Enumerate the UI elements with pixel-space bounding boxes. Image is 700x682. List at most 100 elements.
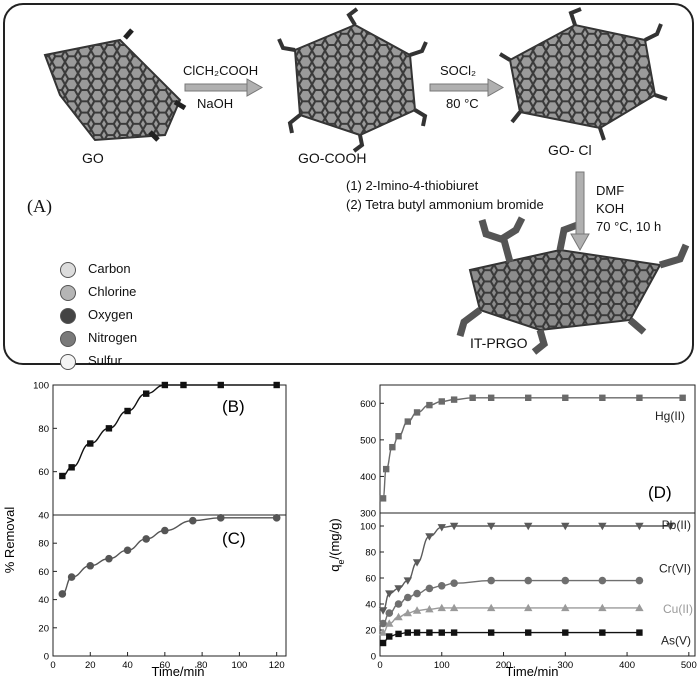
- data-point: [105, 425, 113, 432]
- data-point: [404, 629, 411, 636]
- series-label: Cu(II): [663, 602, 693, 616]
- data-point: [438, 398, 445, 405]
- data-point: [635, 576, 644, 585]
- go-cooh-molecule: [277, 7, 428, 153]
- data-point: [450, 579, 458, 587]
- data-point: [412, 559, 422, 567]
- data-point: [599, 629, 606, 636]
- x-tick-label: 100: [231, 660, 247, 671]
- series-label: Cr(VI): [659, 562, 691, 576]
- left-y-axis-label: % Removal: [2, 507, 17, 574]
- data-point: [412, 606, 422, 614]
- data-point: [272, 514, 281, 522]
- data-point: [450, 396, 458, 403]
- panel-a-graphics: [43, 7, 690, 355]
- data-point: [524, 522, 533, 531]
- data-point: [636, 394, 643, 401]
- data-point: [59, 472, 66, 480]
- data-point: [426, 401, 433, 409]
- step1-reagent: ClCH₂COOH: [183, 63, 259, 78]
- data-point: [379, 619, 387, 628]
- x-tick-label: 20: [85, 660, 96, 671]
- x-tick-label: 40: [122, 660, 133, 671]
- plot-frame: [379, 512, 696, 657]
- y-tick-label: 40: [365, 600, 376, 611]
- arrow-step1: [184, 78, 264, 97]
- go-label: GO: [82, 150, 104, 166]
- data-point: [404, 418, 411, 425]
- y-tick-label: 40: [38, 511, 49, 522]
- data-point: [161, 526, 169, 535]
- step3-solvent: DMF: [596, 183, 625, 198]
- data-point: [425, 533, 434, 541]
- y-tick-label: 80: [38, 539, 49, 550]
- data-point: [379, 495, 387, 502]
- data-point: [382, 465, 390, 473]
- go-cl-molecule: [498, 7, 668, 141]
- data-point: [487, 394, 495, 401]
- data-point: [486, 522, 496, 531]
- data-point: [561, 522, 570, 531]
- data-point: [124, 407, 131, 415]
- step3-base: KOH: [596, 201, 625, 216]
- x-tick-label: 200: [496, 660, 512, 671]
- data-point: [450, 629, 458, 636]
- data-point: [599, 394, 606, 401]
- series-line: [62, 384, 277, 477]
- data-point: [413, 409, 421, 416]
- data-point: [161, 381, 169, 389]
- data-point: [437, 582, 446, 590]
- step3-conditions: 70 °C, 10 h: [596, 219, 662, 234]
- left-x-axis-label: Time/min: [152, 664, 205, 679]
- legend-label: Carbon: [88, 261, 131, 276]
- data-point: [217, 381, 224, 389]
- charts-area: 40 60 80 100 (B) 0 20 40 60 80 0 20 40 60 80 100 120 (C)…: [2, 381, 697, 680]
- series-line: [382, 525, 671, 612]
- step3-reagent-1: (1) 2-Imino-4-thiobiuret: [346, 178, 479, 193]
- data-point: [635, 522, 644, 531]
- x-tick-label: 100: [434, 660, 450, 671]
- data-point: [86, 561, 95, 570]
- data-point: [395, 433, 402, 440]
- y-tick-label: 20: [365, 626, 376, 637]
- data-point: [386, 633, 393, 640]
- data-point: [469, 394, 476, 401]
- data-point: [438, 629, 445, 636]
- data-point: [379, 639, 387, 647]
- data-point: [273, 381, 280, 389]
- y-tick-label: 80: [365, 548, 376, 559]
- x-tick-label: 120: [269, 660, 285, 671]
- arrow-step2: [429, 78, 505, 97]
- data-point: [394, 600, 403, 608]
- oxygen-color-dot: [60, 308, 76, 324]
- series-label: Hg(II): [655, 409, 685, 423]
- x-tick-label: 80: [197, 660, 208, 671]
- y-tick-label: 20: [38, 623, 49, 634]
- data-point: [395, 630, 402, 638]
- chart-c: 0 20 40 60 80 0 20 40 60 80 100 120 (C): [38, 514, 287, 671]
- sulfur-color-dot: [60, 354, 76, 370]
- panel-a-label: (A): [27, 196, 52, 216]
- panel-label: (C): [222, 529, 246, 548]
- y-tick-label: 80: [38, 424, 49, 435]
- panel-label: (B): [222, 397, 245, 416]
- go-molecule: [43, 28, 187, 142]
- data-point: [87, 440, 94, 447]
- data-point: [449, 603, 459, 612]
- nitrogen-color-dot: [60, 331, 76, 347]
- data-point: [403, 608, 412, 617]
- plot-frame: [52, 384, 287, 516]
- panel-label: (D): [648, 483, 672, 502]
- x-tick-label: 400: [619, 660, 635, 671]
- data-point: [525, 629, 532, 636]
- data-point: [180, 381, 187, 389]
- data-point: [425, 605, 434, 613]
- data-point: [68, 464, 75, 471]
- series-line: [62, 517, 277, 595]
- plot-frame: [52, 514, 287, 657]
- y-tick-label: 100: [360, 522, 376, 533]
- data-point: [562, 629, 569, 636]
- series-line: [382, 579, 640, 625]
- data-point: [394, 585, 403, 593]
- data-point: [385, 619, 394, 627]
